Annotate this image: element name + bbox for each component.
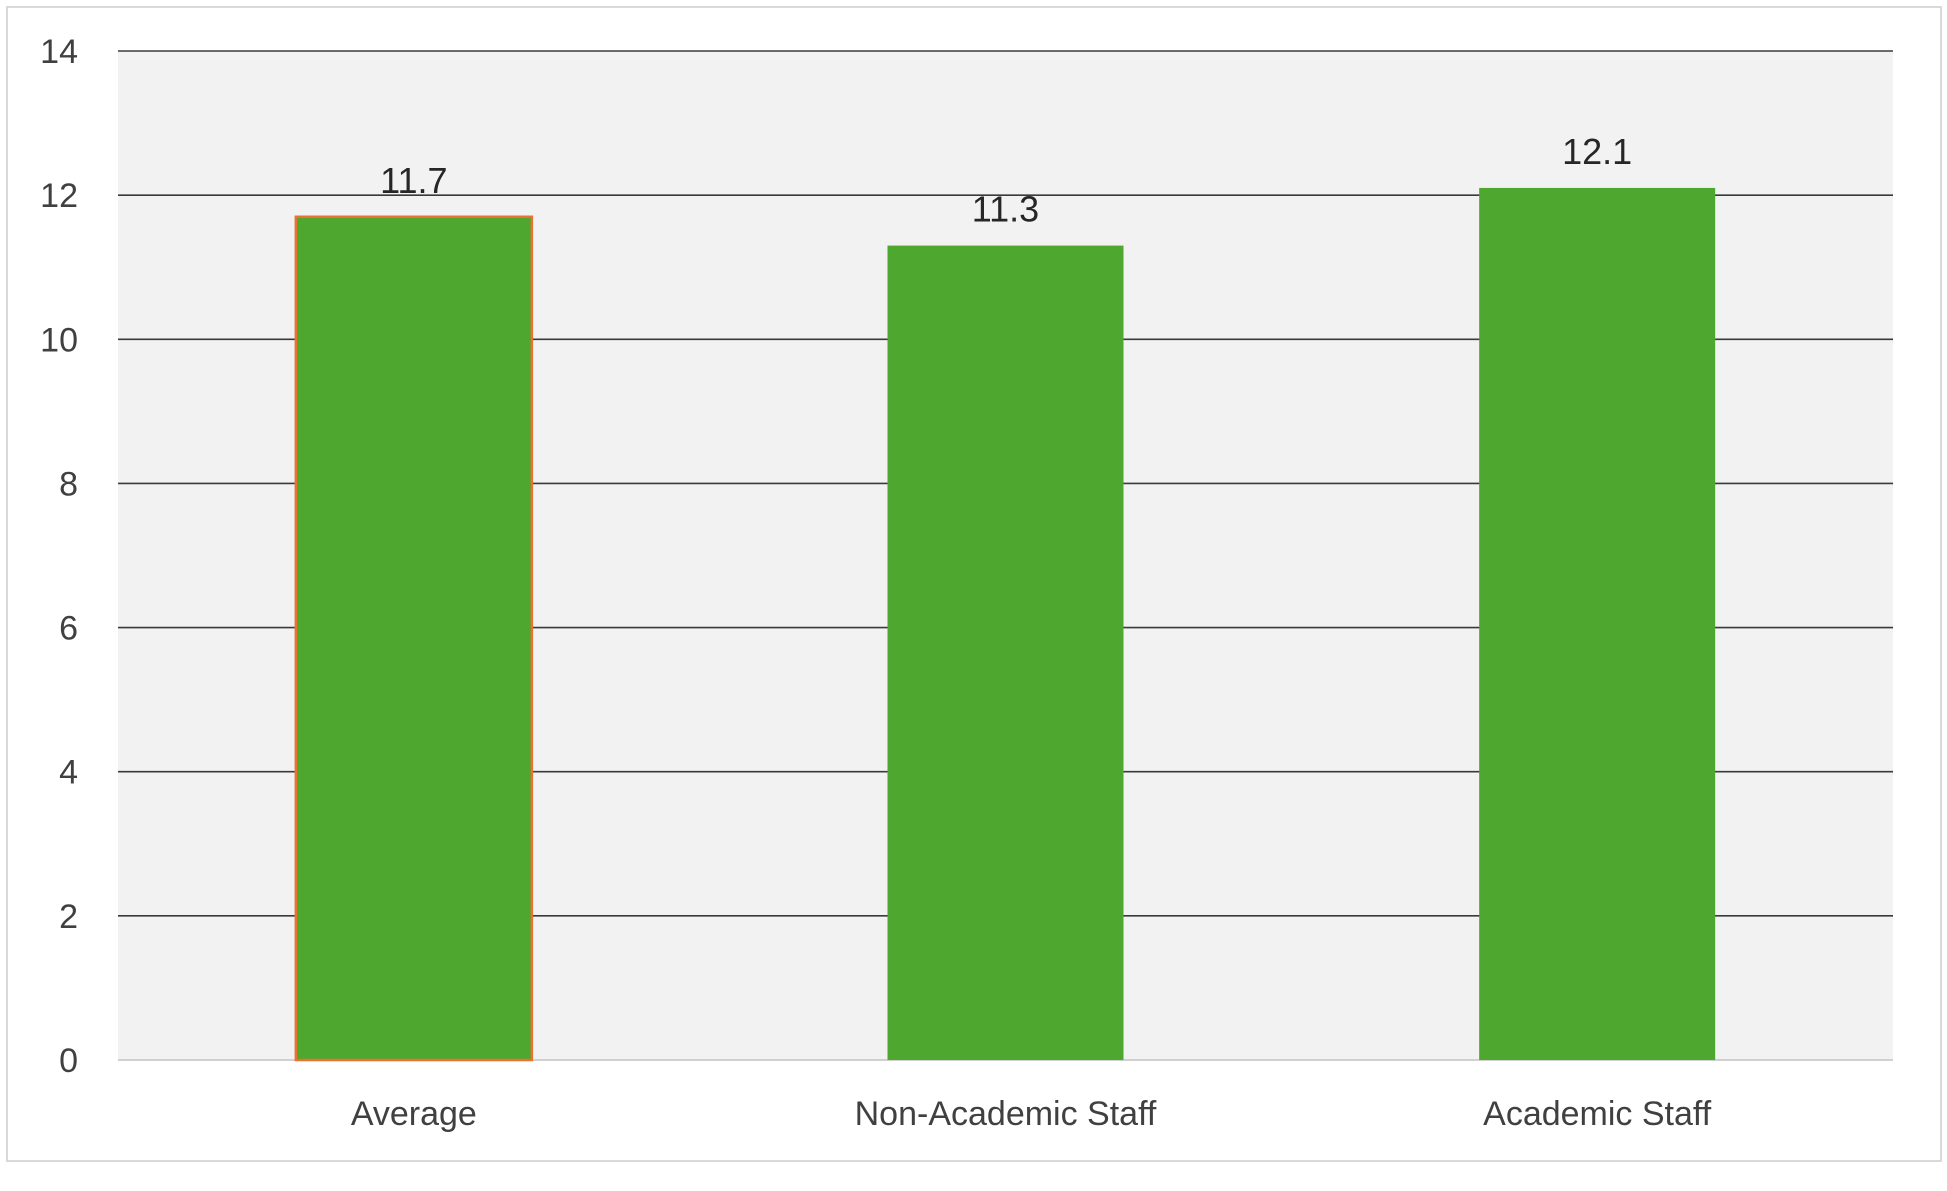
y-axis-tick-labels: 0 2 4 6 8 10 12 14 (40, 33, 78, 1080)
y-tick-label-12: 12 (40, 177, 78, 215)
bar-non-academic-staff (887, 245, 1124, 1061)
x-tick-label-average: Average (351, 1095, 477, 1133)
data-label-average: 11.7 (380, 160, 447, 201)
y-tick-label-8: 8 (59, 465, 78, 503)
x-axis-tick-labels: Average Non-Academic Staff Academic Staff (351, 1095, 1712, 1133)
x-tick-label-non-academic-staff: Non-Academic Staff (855, 1095, 1157, 1133)
bar-academic-staff (1479, 187, 1716, 1060)
data-labels: 11.7 11.3 12.1 (380, 131, 1632, 230)
y-tick-label-10: 10 (40, 321, 78, 359)
y-tick-label-2: 2 (59, 898, 78, 936)
y-tick-label-6: 6 (59, 610, 78, 648)
data-label-academic-staff: 12.1 (1562, 131, 1632, 172)
y-tick-label-4: 4 (59, 754, 78, 792)
bars (294, 187, 1716, 1062)
y-tick-label-0: 0 (59, 1042, 78, 1080)
bar-average (294, 215, 534, 1062)
data-label-non-academic-staff: 11.3 (972, 189, 1039, 230)
x-tick-label-academic-staff: Academic Staff (1483, 1095, 1712, 1133)
y-tick-label-14: 14 (40, 33, 78, 71)
